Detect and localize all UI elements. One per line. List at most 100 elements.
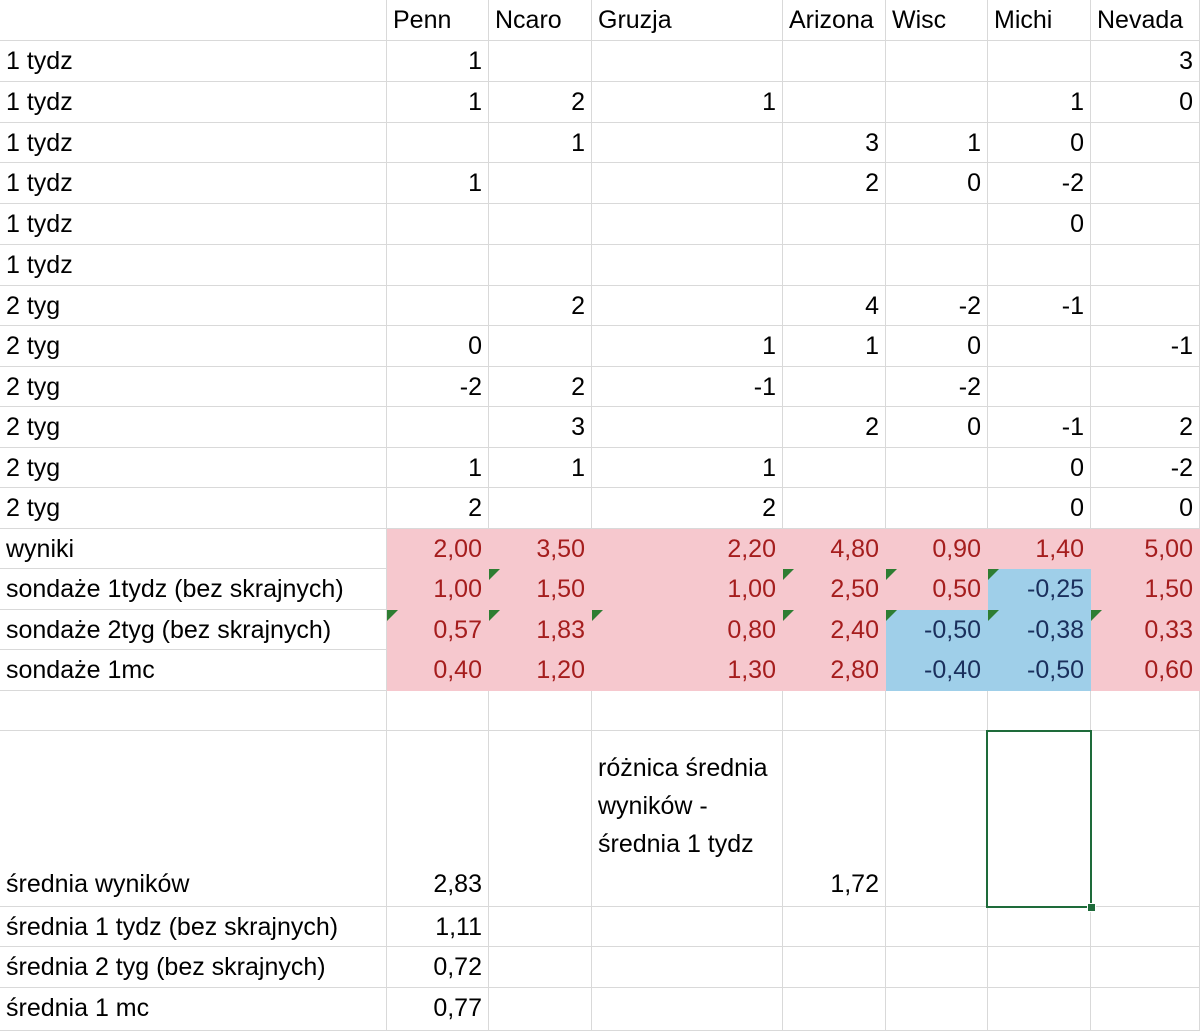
column-header-nevada[interactable]: Nevada [1091, 0, 1200, 41]
table-cell[interactable]: 0 [387, 326, 489, 367]
table-cell[interactable] [783, 245, 886, 286]
table-cell[interactable]: -2 [1091, 448, 1200, 488]
column-header-arizona[interactable]: Arizona [783, 0, 886, 41]
table-cell[interactable]: 2 [387, 488, 489, 529]
table-cell[interactable]: 0,72 [387, 947, 489, 988]
fill-handle[interactable] [1087, 903, 1096, 912]
table-cell[interactable]: 3,50 [489, 529, 592, 569]
table-cell[interactable] [783, 82, 886, 123]
row-label-cell[interactable]: sondaże 1tydz (bez skrajnych) [0, 569, 387, 610]
table-cell[interactable]: 0 [1091, 82, 1200, 123]
header-cell-corner[interactable] [0, 0, 387, 41]
row-label-cell[interactable]: średnia 1 tydz (bez skrajnych) [0, 907, 387, 947]
row-label-cell[interactable]: średnia wyników [0, 731, 387, 907]
table-cell[interactable] [988, 691, 1091, 731]
table-cell[interactable]: -0,50 [988, 650, 1091, 691]
table-cell[interactable] [489, 947, 592, 988]
table-cell[interactable]: 1,50 [1091, 569, 1200, 610]
table-cell[interactable]: 1 [783, 326, 886, 367]
table-cell[interactable] [489, 41, 592, 82]
table-cell[interactable] [783, 947, 886, 988]
table-cell[interactable]: 0 [988, 123, 1091, 163]
table-cell[interactable] [387, 123, 489, 163]
table-cell[interactable]: 1,83 [489, 610, 592, 650]
table-cell[interactable] [489, 204, 592, 245]
table-cell[interactable] [783, 448, 886, 488]
row-label-cell[interactable]: sondaże 1mc [0, 650, 387, 691]
table-cell[interactable] [783, 204, 886, 245]
table-cell[interactable]: 0,60 [1091, 650, 1200, 691]
table-cell[interactable] [886, 947, 988, 988]
table-cell[interactable]: 4 [783, 286, 886, 326]
row-label-cell[interactable]: 2 tyg [0, 367, 387, 407]
table-cell[interactable] [592, 245, 783, 286]
table-cell[interactable] [783, 41, 886, 82]
table-cell[interactable] [387, 245, 489, 286]
table-cell[interactable] [489, 907, 592, 947]
table-cell[interactable] [489, 245, 592, 286]
table-cell[interactable] [1091, 988, 1200, 1031]
row-label-cell[interactable]: wyniki [0, 529, 387, 569]
table-cell[interactable] [592, 988, 783, 1031]
table-cell[interactable] [1091, 907, 1200, 947]
table-cell[interactable]: różnica średnia wyników - średnia 1 tydz [592, 731, 783, 907]
table-cell[interactable] [886, 41, 988, 82]
table-cell[interactable] [489, 326, 592, 367]
table-cell[interactable] [886, 448, 988, 488]
table-cell[interactable]: -2 [387, 367, 489, 407]
table-cell[interactable]: 0 [988, 204, 1091, 245]
table-cell[interactable]: 1 [387, 82, 489, 123]
column-header-gruzja[interactable]: Gruzja [592, 0, 783, 41]
table-cell[interactable]: 2 [489, 286, 592, 326]
table-cell[interactable]: 1 [387, 163, 489, 204]
table-cell[interactable]: 0 [988, 488, 1091, 529]
table-cell[interactable]: 0,50 [886, 569, 988, 610]
table-cell[interactable] [1091, 286, 1200, 326]
table-cell[interactable] [489, 691, 592, 731]
table-cell[interactable]: 0 [886, 326, 988, 367]
table-cell[interactable]: 1 [387, 448, 489, 488]
table-cell[interactable]: 1 [387, 41, 489, 82]
table-cell[interactable]: 0 [1091, 488, 1200, 529]
table-cell[interactable] [783, 907, 886, 947]
table-cell[interactable] [489, 488, 592, 529]
table-cell[interactable]: 3 [1091, 41, 1200, 82]
table-cell[interactable] [988, 988, 1091, 1031]
table-cell[interactable]: 1,40 [988, 529, 1091, 569]
table-cell[interactable] [592, 286, 783, 326]
table-cell[interactable]: 0 [988, 448, 1091, 488]
table-cell[interactable] [988, 947, 1091, 988]
table-cell[interactable] [489, 731, 592, 907]
table-cell[interactable]: -1 [988, 407, 1091, 448]
column-header-ncaro[interactable]: Ncaro [489, 0, 592, 41]
table-cell[interactable]: 1,30 [592, 650, 783, 691]
table-cell[interactable]: 0,40 [387, 650, 489, 691]
row-label-cell[interactable]: sondaże 2tyg (bez skrajnych) [0, 610, 387, 650]
table-cell[interactable] [1091, 367, 1200, 407]
table-cell[interactable]: 2 [783, 407, 886, 448]
table-cell[interactable]: -0,38 [988, 610, 1091, 650]
table-cell[interactable]: 2 [783, 163, 886, 204]
table-cell[interactable] [387, 204, 489, 245]
table-cell[interactable]: 0,33 [1091, 610, 1200, 650]
table-cell[interactable] [988, 326, 1091, 367]
table-cell[interactable]: 1 [988, 82, 1091, 123]
table-cell[interactable] [1091, 731, 1200, 907]
table-cell[interactable]: 0,90 [886, 529, 988, 569]
table-cell[interactable] [783, 988, 886, 1031]
table-cell[interactable]: 2,80 [783, 650, 886, 691]
table-cell[interactable]: 1 [592, 82, 783, 123]
table-cell[interactable]: -2 [988, 163, 1091, 204]
table-cell[interactable] [988, 907, 1091, 947]
table-cell[interactable] [592, 947, 783, 988]
row-label-cell[interactable]: 2 tyg [0, 286, 387, 326]
table-cell[interactable]: -1 [592, 367, 783, 407]
table-cell[interactable] [886, 488, 988, 529]
row-label-cell[interactable]: 1 tydz [0, 41, 387, 82]
table-cell[interactable]: 2,00 [387, 529, 489, 569]
table-cell[interactable] [592, 41, 783, 82]
table-cell[interactable]: 2 [489, 367, 592, 407]
table-cell[interactable] [886, 245, 988, 286]
table-cell[interactable]: 1,20 [489, 650, 592, 691]
table-cell[interactable]: 0 [886, 163, 988, 204]
